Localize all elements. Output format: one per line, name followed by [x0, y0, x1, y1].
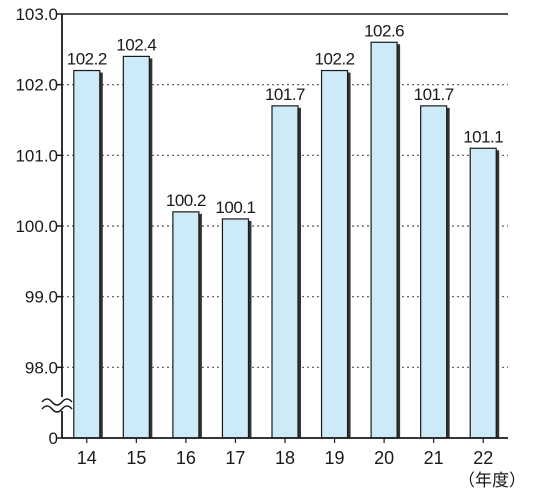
bar-value-label: 100.1: [215, 198, 255, 217]
x-tick-label: 14: [77, 448, 97, 468]
x-tick-label: 22: [473, 448, 493, 468]
bar-value-label: 102.4: [116, 35, 156, 54]
x-tick-label: 18: [275, 448, 295, 468]
bar-value-label: 102.6: [364, 21, 404, 40]
x-tick-label: 16: [176, 448, 196, 468]
bar: [122, 55, 150, 439]
bar: [73, 69, 101, 439]
bar-value-label: 100.2: [166, 191, 206, 210]
bar-value-label: 101.7: [265, 85, 305, 104]
bar-value-labels: 102.2 102.4 100.2 100.1 101.7 102.2 102.6 101.7…: [67, 21, 504, 217]
y-tick-label: 103.0: [15, 5, 58, 24]
bar: [172, 211, 200, 439]
x-tick-label: 21: [424, 448, 444, 468]
bar: [420, 105, 448, 439]
bar-value-label: 101.7: [414, 85, 454, 104]
bar-value-label: 101.1: [463, 127, 503, 146]
y-tick-label: 98.0: [25, 358, 58, 377]
x-tick-label: 17: [225, 448, 245, 468]
bar: [320, 69, 349, 439]
bar: [370, 41, 398, 439]
bar: [469, 147, 497, 439]
bars: [73, 41, 500, 439]
bar: [221, 218, 250, 439]
y-tick-label: 99.0: [25, 288, 58, 307]
x-axis-unit-label: （年度）: [458, 471, 526, 490]
y-axis-ticks: 103.0 102.0 101.0 100.0 99.0 98.0 0: [15, 5, 62, 448]
axis-break-wave: [41, 398, 73, 406]
bar-value-label: 102.2: [315, 50, 355, 69]
x-tick-label: 20: [374, 448, 394, 468]
x-tick-label: 15: [126, 448, 146, 468]
y-tick-label: 102.0: [15, 76, 58, 95]
y-tick-label: 0: [49, 429, 58, 448]
bar-value-label: 102.2: [67, 50, 107, 69]
y-tick-label: 100.0: [15, 217, 58, 236]
x-tick-label: 19: [325, 448, 345, 468]
bar: [271, 105, 299, 439]
axis-break-wave: [41, 405, 73, 413]
x-axis-ticks: 14 15 16 17 18 19 20 21 22: [77, 438, 493, 468]
y-tick-label: 101.0: [15, 146, 58, 165]
